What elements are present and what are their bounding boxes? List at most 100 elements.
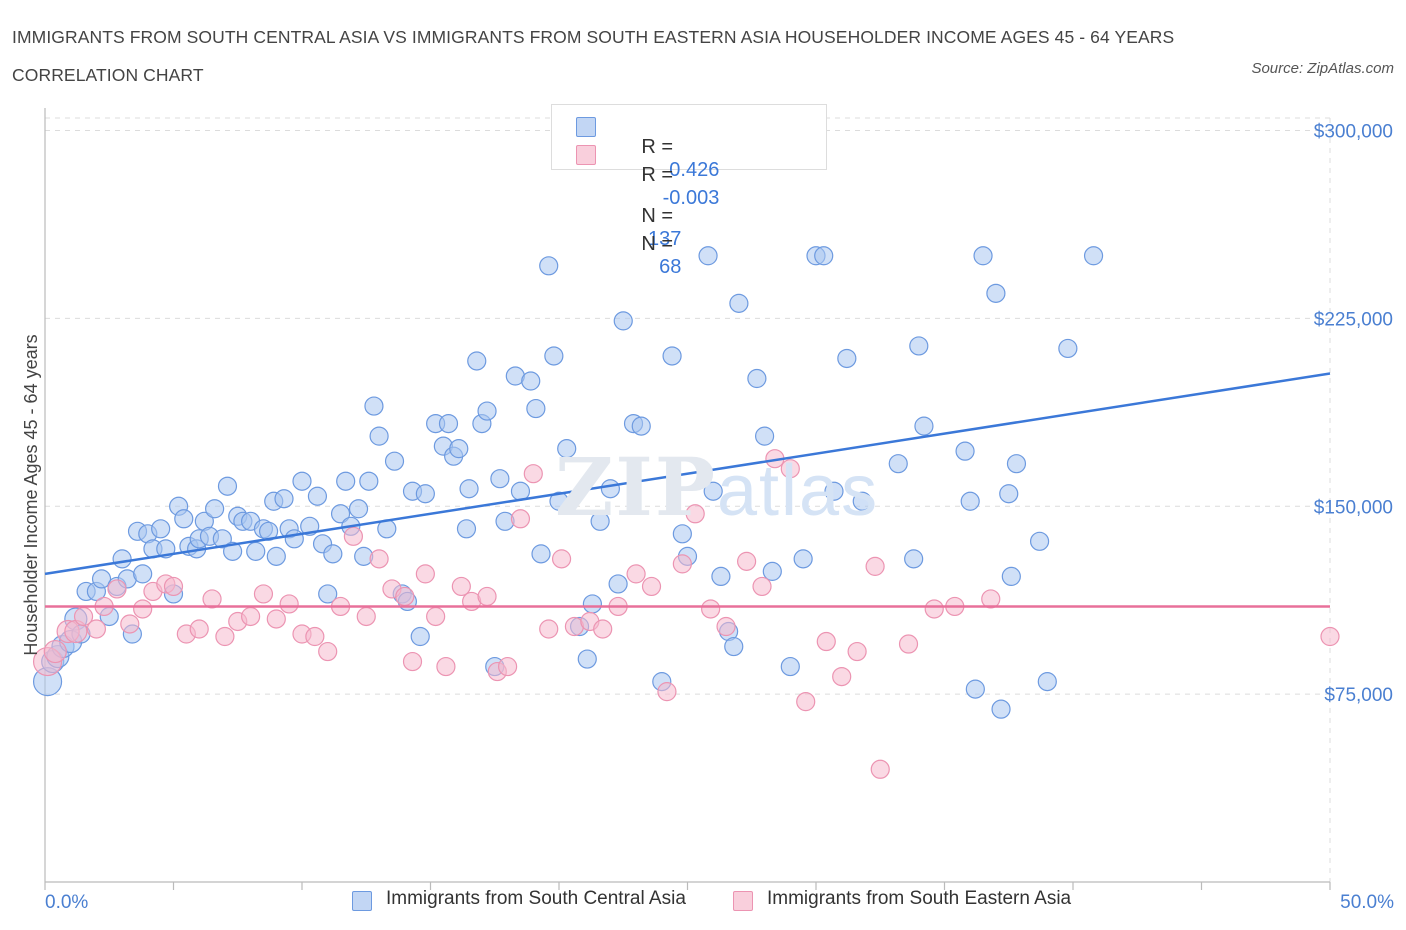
point-south-central-asia: [384, 451, 405, 471]
point-south-eastern-asia: [796, 692, 816, 712]
point-south-eastern-asia: [163, 576, 184, 597]
point-south-central-asia: [824, 481, 844, 501]
x-tick-label-max: 50.0%: [1340, 892, 1394, 913]
point-south-eastern-asia: [356, 606, 376, 627]
point-south-central-asia: [274, 489, 294, 509]
data-points: [32, 246, 1340, 779]
point-south-eastern-asia: [395, 586, 415, 607]
point-south-central-asia: [539, 256, 559, 276]
point-south-eastern-asia: [253, 584, 274, 604]
point-south-central-asia: [986, 283, 1006, 303]
bottom-legend-swatch-pink: [733, 891, 753, 911]
point-south-central-asia: [608, 574, 628, 594]
point-south-central-asia: [318, 584, 338, 604]
bottom-legend-label-pink: Immigrants from South Eastern Asia: [767, 888, 1072, 909]
point-south-eastern-asia: [133, 599, 153, 619]
point-south-central-asia: [852, 491, 872, 511]
point-south-eastern-asia: [318, 641, 338, 662]
point-south-central-asia: [174, 509, 194, 529]
point-south-eastern-asia: [1320, 626, 1340, 647]
legend-n-label: N =: [641, 233, 674, 255]
point-south-central-asia: [1083, 246, 1104, 266]
point-south-eastern-asia: [451, 576, 471, 597]
point-south-central-asia: [246, 541, 266, 561]
point-south-central-asia: [780, 656, 800, 677]
point-south-eastern-asia: [241, 606, 261, 627]
point-south-central-asia: [217, 476, 238, 496]
point-south-central-asia: [415, 484, 435, 504]
point-south-central-asia: [266, 546, 286, 566]
point-south-eastern-asia: [305, 626, 325, 647]
source-label: Source: ZipAtlas.com: [1251, 60, 1394, 77]
point-south-eastern-asia: [343, 526, 363, 546]
point-south-central-asia: [904, 549, 924, 569]
point-south-central-asia: [364, 396, 384, 416]
point-south-central-asia: [544, 346, 564, 366]
point-south-central-asia: [999, 484, 1019, 504]
point-south-central-asia: [212, 529, 232, 549]
point-south-central-asia: [973, 246, 993, 266]
point-south-central-asia: [914, 416, 934, 436]
point-south-eastern-asia: [657, 682, 677, 702]
point-south-eastern-asia: [870, 759, 890, 779]
point-south-central-asia: [410, 626, 430, 647]
legend-r-label: R =: [641, 136, 674, 158]
point-south-central-asia: [955, 441, 975, 461]
point-south-central-asia: [1029, 531, 1050, 551]
point-south-central-asia: [467, 351, 487, 371]
point-south-eastern-asia: [780, 459, 800, 479]
point-south-central-asia: [549, 491, 569, 511]
legend-r-value: 0.426: [669, 159, 720, 181]
point-south-eastern-asia: [202, 589, 222, 609]
point-south-eastern-asia: [737, 551, 757, 571]
point-south-eastern-asia: [898, 634, 919, 654]
y-tick-label: $300,000: [1314, 122, 1393, 143]
point-south-central-asia: [729, 293, 749, 313]
point-south-eastern-asia: [279, 594, 299, 614]
point-south-central-asia: [369, 426, 389, 446]
axes: [44, 108, 1331, 890]
point-south-eastern-asia: [477, 586, 497, 607]
point-south-central-asia: [582, 594, 603, 614]
x-tick-label-min: 0.0%: [45, 892, 88, 913]
trend-line-south-central-asia: [44, 372, 1331, 576]
point-south-eastern-asia: [86, 619, 107, 639]
point-south-eastern-asia: [498, 656, 518, 677]
point-south-eastern-asia: [523, 464, 543, 484]
point-south-central-asia: [292, 471, 312, 491]
point-south-central-asia: [284, 529, 304, 549]
point-south-central-asia: [631, 416, 651, 436]
point-south-central-asia: [348, 499, 369, 519]
point-south-eastern-asia: [981, 589, 1001, 609]
point-south-eastern-asia: [626, 564, 646, 584]
point-south-eastern-asia: [402, 651, 423, 672]
point-south-eastern-asia: [924, 599, 944, 619]
bottom-legend-label-blue: Immigrants from South Central Asia: [386, 888, 686, 909]
trend-lines: [44, 372, 1331, 608]
chart-title: IMMIGRANTS FROM SOUTH CENTRAL ASIA VS IM…: [12, 27, 1175, 85]
point-south-central-asia: [438, 414, 459, 434]
point-south-eastern-asia: [551, 549, 572, 569]
point-south-central-asia: [336, 471, 356, 491]
point-south-central-asia: [711, 566, 731, 587]
point-south-central-asia: [814, 246, 834, 266]
point-south-central-asia: [112, 549, 132, 569]
point-south-central-asia: [793, 549, 813, 569]
legend-r-value: -0.003: [662, 187, 720, 209]
legend-row-pink: R = -0.003 N = 68: [576, 143, 719, 278]
point-south-central-asia: [888, 454, 908, 474]
point-south-eastern-asia: [369, 549, 389, 569]
point-south-eastern-asia: [107, 579, 127, 599]
point-south-eastern-asia: [672, 554, 692, 574]
point-south-eastern-asia: [847, 641, 867, 662]
point-south-central-asia: [133, 564, 153, 584]
point-south-central-asia: [1058, 338, 1078, 359]
point-south-eastern-asia: [865, 556, 885, 576]
point-south-central-asia: [330, 504, 351, 524]
point-south-eastern-asia: [641, 576, 662, 597]
legend-row-blue: R = 0.426 N = 137: [576, 115, 719, 250]
point-south-central-asia: [531, 544, 551, 564]
point-south-central-asia: [459, 479, 479, 499]
point-south-central-asia: [258, 521, 279, 541]
